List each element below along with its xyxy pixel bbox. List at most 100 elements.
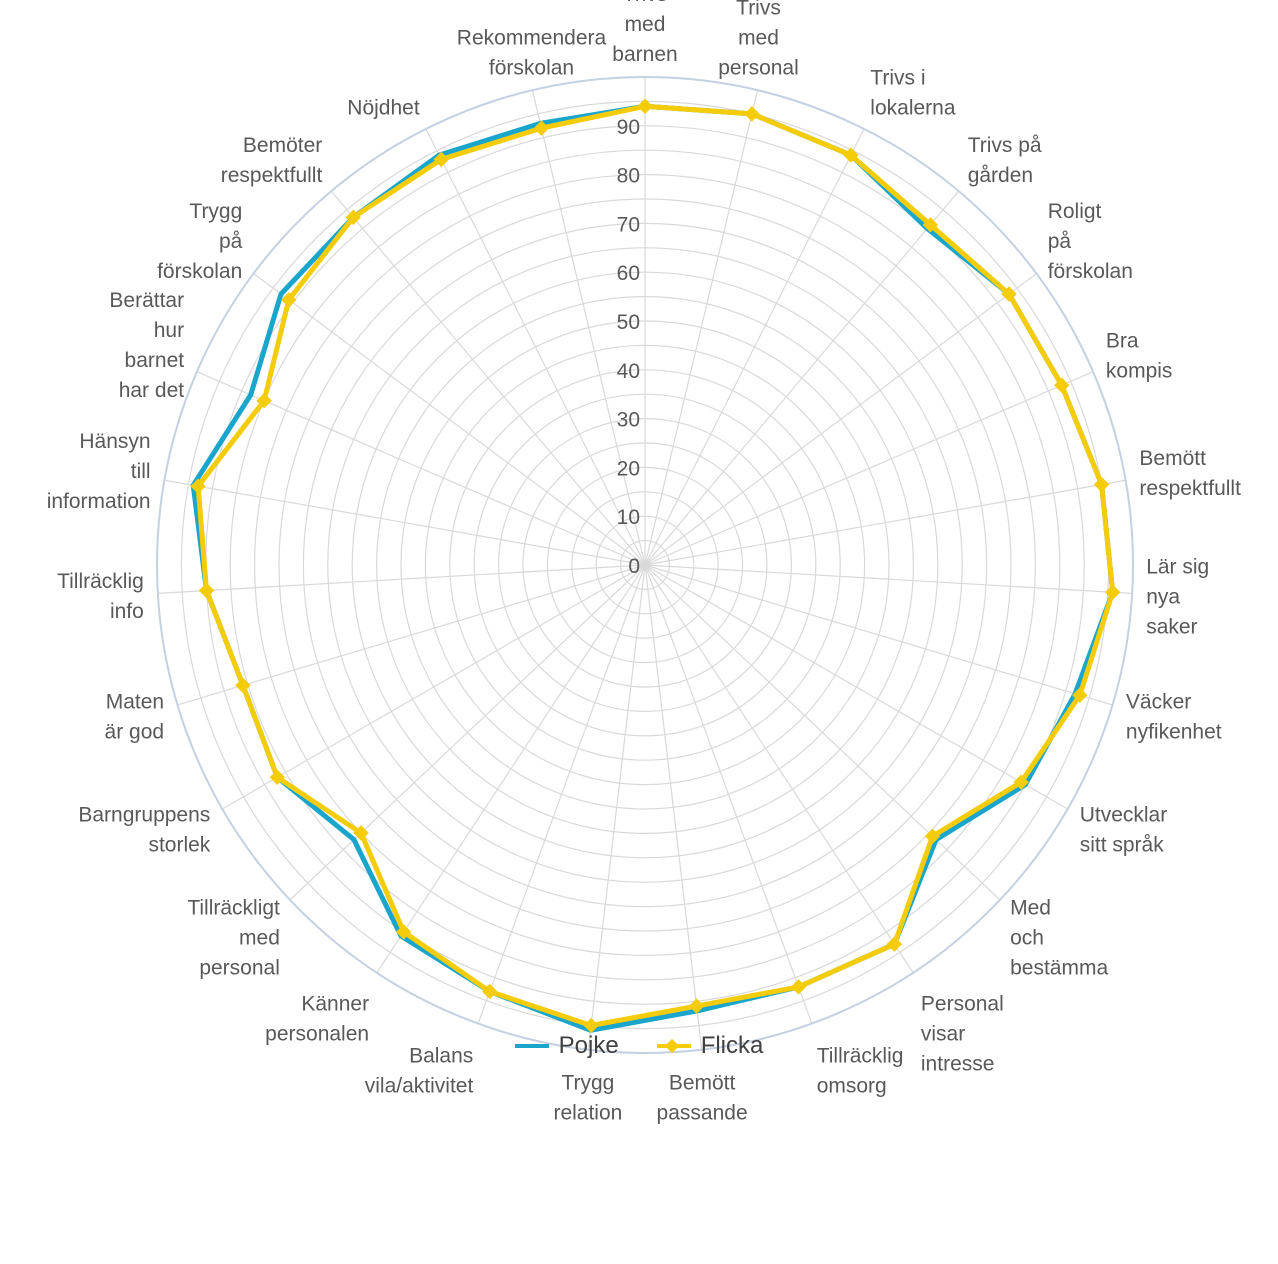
grid-spoke — [157, 564, 646, 594]
grid-spoke — [330, 190, 646, 566]
grid-spoke — [644, 564, 914, 974]
grid-spoke — [644, 90, 759, 566]
data-point-flicka — [482, 983, 498, 1000]
category-label: Utvecklar sitt språk — [1080, 804, 1168, 857]
grid-spoke — [644, 371, 1094, 566]
data-point-flicka — [688, 998, 705, 1014]
grid-spoke — [644, 273, 1037, 566]
grid-spoke — [425, 128, 646, 566]
legend-diamond-icon — [664, 1038, 679, 1054]
data-point-flicka — [1054, 377, 1070, 393]
grid-spoke — [253, 273, 646, 566]
category-label: Roligt på förskolan — [1048, 200, 1133, 283]
data-point-flicka — [256, 392, 272, 409]
tick-label: 60 — [617, 262, 640, 285]
data-point-flicka — [235, 677, 251, 694]
series-group — [190, 98, 1121, 1034]
data-point-flicka — [1093, 476, 1110, 493]
data-point-flicka — [583, 1017, 599, 1034]
grid-spoke — [644, 190, 960, 566]
category-label: Med och bestämma — [1010, 896, 1108, 979]
category-label: Nöjdhet — [347, 96, 420, 119]
category-label: Barngruppens storlek — [78, 804, 210, 857]
tick-label: 30 — [617, 409, 640, 432]
grid-spoke — [644, 479, 1126, 566]
grid-spoke — [196, 371, 646, 566]
grid-spoke — [644, 564, 1068, 810]
data-point-flicka — [1072, 687, 1088, 703]
grid-spoke — [376, 564, 646, 974]
tick-label: 40 — [617, 360, 640, 383]
category-label: Bemött passande — [657, 1072, 748, 1125]
data-point-flicka — [198, 582, 215, 599]
tick-label: 80 — [617, 165, 640, 188]
tick-label: 90 — [617, 116, 640, 139]
legend-swatch-flicka — [656, 1038, 691, 1054]
category-label: Bemöter respektfullt — [221, 134, 323, 187]
data-point-flicka — [924, 828, 941, 844]
grid-spoke — [644, 564, 703, 1050]
grid-spoke — [644, 128, 865, 566]
legend: Pojke Flicka — [0, 1026, 1278, 1066]
data-point-flicka — [886, 936, 903, 952]
data-point-flicka — [843, 147, 859, 163]
category-label: Väcker nyfikenhet — [1126, 691, 1222, 744]
legend-swatch-pojke — [514, 1039, 549, 1053]
grid — [156, 76, 1134, 1054]
data-point-flicka — [269, 769, 286, 785]
tick-label: 50 — [617, 311, 640, 334]
data-point-flicka — [345, 209, 361, 226]
data-point-flicka — [395, 924, 412, 940]
category-label: Personal visar intresse — [921, 992, 1004, 1075]
legend-label-flicka: Flicka — [700, 1032, 764, 1059]
data-point-flicka — [1104, 584, 1121, 600]
data-point-flicka — [190, 478, 206, 494]
category-label: Tillräckligt med personal — [187, 896, 280, 979]
data-point-flicka — [353, 825, 369, 841]
category-label: Bra kompis — [1106, 330, 1173, 383]
grid-spoke — [289, 564, 646, 901]
grid-spoke — [177, 564, 646, 706]
data-point-flicka — [433, 151, 450, 168]
category-label: Trivs med personal — [718, 0, 799, 80]
grid-spoke — [644, 564, 813, 1024]
category-label: Lär sig nya saker — [1146, 556, 1209, 639]
data-point-flicka — [1013, 774, 1029, 790]
data-point-flicka — [744, 106, 760, 122]
category-label: Hänsyn till information — [47, 430, 151, 513]
category-label: Trygg på förskolan — [157, 200, 243, 283]
category-label: Balans vila/aktivitet — [365, 1045, 474, 1098]
grid-spoke — [644, 564, 1113, 706]
category-label: Maten är god — [105, 691, 165, 744]
legend-item-pojke[interactable]: Pojke — [514, 1032, 619, 1060]
data-point-flicka — [533, 120, 550, 136]
grid-spoke — [644, 564, 1133, 594]
category-label: Känner personalen — [265, 992, 369, 1045]
category-label: Berättar hur barnet har det — [109, 289, 184, 402]
grid-spoke — [164, 479, 646, 566]
grid-spoke — [644, 564, 1001, 901]
category-label: Trivsmedbarnen — [612, 0, 677, 66]
grid-spoke — [222, 564, 646, 810]
grid-spoke — [477, 564, 646, 1024]
legend-line-pojke — [514, 1044, 549, 1048]
data-point-flicka — [281, 292, 297, 308]
data-point-flicka — [1001, 286, 1017, 302]
category-label: Tillräcklig omsorg — [817, 1045, 904, 1098]
grid-spoke — [587, 564, 646, 1050]
legend-label-pojke: Pojke — [558, 1032, 619, 1059]
category-label: Trygg relation — [553, 1072, 622, 1125]
tick-label: 0 — [628, 555, 640, 578]
category-label: Rekommendera förskolan — [457, 27, 607, 80]
tick-labels: 0 10 20 30 40 50 60 70 80 90 — [617, 116, 640, 578]
series-line-flicka — [195, 103, 1116, 1028]
category-label: Trivs på gården — [968, 134, 1042, 187]
category-label: Bemött respektfullt — [1139, 447, 1241, 500]
outer-ring — [156, 76, 1134, 1054]
grid-spoke — [531, 90, 646, 566]
category-label: Trivs i lokalerna — [870, 66, 956, 119]
data-point-flicka — [790, 979, 807, 995]
legend-item-flicka[interactable]: Flicka — [656, 1032, 764, 1060]
